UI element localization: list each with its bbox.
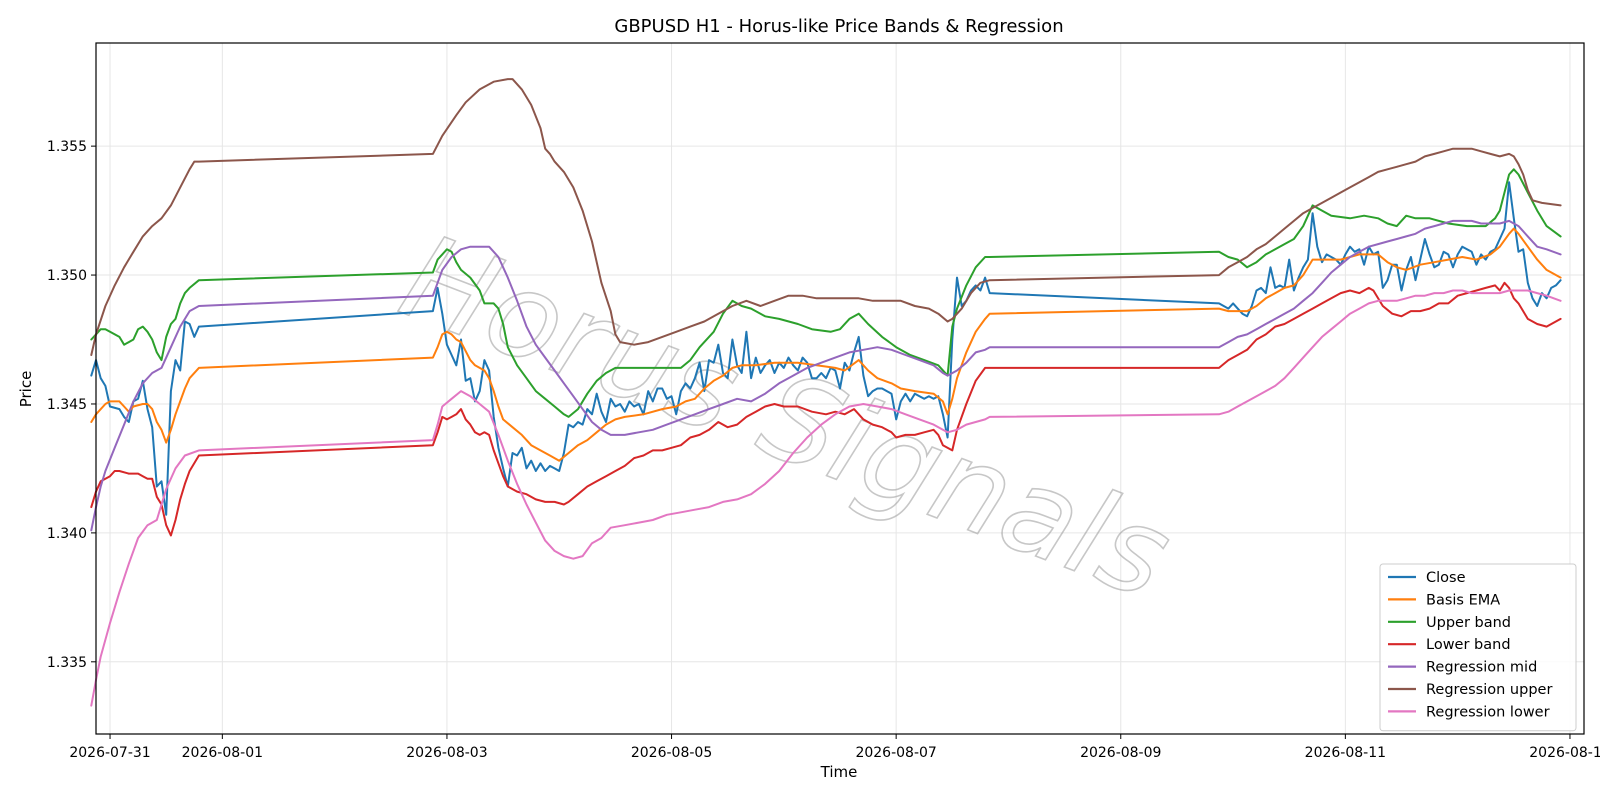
series-line-regression-lower bbox=[90, 289, 1562, 707]
y-axis-ticks: 1.335 1.340 1.345 1.350 1.355 bbox=[47, 139, 96, 671]
series-line-basis-ema bbox=[90, 227, 1562, 462]
legend-label-regression-lower: Regression lower bbox=[1426, 704, 1550, 720]
x-tick-label: 2026-08-13 bbox=[1529, 745, 1600, 761]
series-line-upper-band bbox=[90, 168, 1562, 418]
x-axis-ticks: 2026-07-31 2026-08-01 2026-08-03 2026-08-05… bbox=[69, 734, 1600, 761]
y-tick-label: 1.350 bbox=[47, 268, 87, 284]
legend-box bbox=[1379, 563, 1577, 732]
y-axis-label: Price bbox=[17, 371, 35, 408]
series-line-regression-mid bbox=[90, 219, 1562, 532]
legend-label-regression-upper: Regression upper bbox=[1426, 682, 1552, 698]
legend-label-lower-band: Lower band bbox=[1426, 637, 1511, 653]
y-tick-label: 1.355 bbox=[47, 139, 87, 155]
x-tick-label: 2026-08-05 bbox=[631, 745, 712, 761]
legend: Close Basis EMA Upper band Lower band Regres… bbox=[1379, 563, 1577, 732]
grid bbox=[96, 43, 1584, 734]
x-tick-label: 2026-08-07 bbox=[855, 745, 936, 761]
series-line-regression-upper bbox=[90, 78, 1562, 356]
x-tick-label: 2026-07-31 bbox=[69, 745, 150, 761]
chart-title: GBPUSD H1 - Horus-like Price Bands & Reg… bbox=[614, 16, 1063, 37]
y-tick-label: 1.345 bbox=[47, 397, 87, 413]
y-tick-label: 1.340 bbox=[47, 526, 87, 542]
series-layer bbox=[90, 78, 1562, 707]
y-tick-label: 1.335 bbox=[47, 655, 87, 671]
plot-frame bbox=[95, 42, 1585, 735]
x-tick-label: 2026-08-03 bbox=[406, 745, 487, 761]
legend-label-upper-band: Upper band bbox=[1426, 615, 1511, 631]
x-tick-label: 2026-08-01 bbox=[182, 745, 263, 761]
x-tick-label: 2026-08-11 bbox=[1305, 745, 1386, 761]
x-axis-label: Time bbox=[820, 763, 858, 781]
legend-label-close: Close bbox=[1426, 570, 1466, 586]
series-line-lower-band bbox=[90, 281, 1562, 537]
legend-label-basis-ema: Basis EMA bbox=[1426, 592, 1500, 608]
legend-label-regression-mid: Regression mid bbox=[1426, 660, 1537, 676]
x-tick-label: 2026-08-09 bbox=[1080, 745, 1161, 761]
